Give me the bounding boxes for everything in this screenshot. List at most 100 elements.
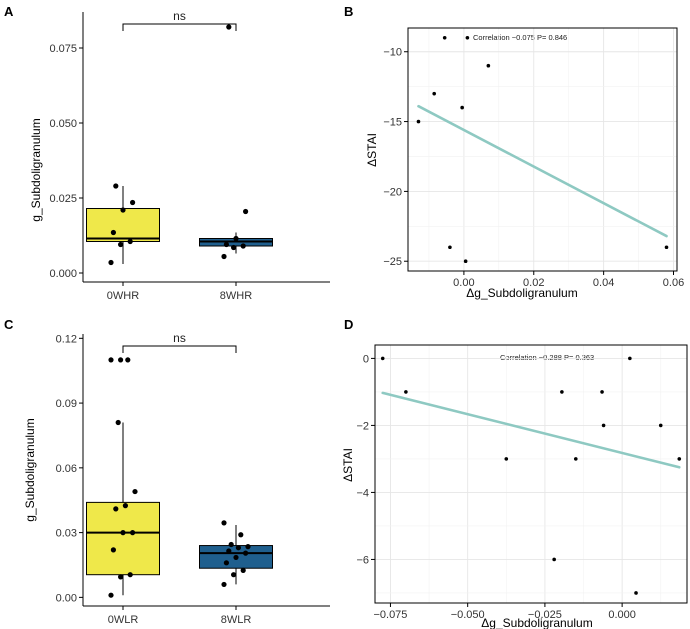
plot-frame [374,344,688,604]
data-point [601,423,606,428]
data-point [380,356,385,361]
x-tick-label: 0.06 [663,277,684,289]
x-tick-label: 8WLR [221,614,252,626]
data-point [127,572,133,578]
data-point [628,356,632,361]
data-point [238,532,244,538]
y-tick-label: 0.03 [56,528,77,540]
y-tick-label: 0.050 [49,118,77,130]
x-tick-label: 0.04 [593,277,614,289]
y-tick-label: −25 [383,256,402,268]
y-tick-label: 0.06 [56,463,77,475]
panel-b: B ΔSTAI Δg_Subdoligranulum Correlation −… [344,4,684,300]
data-point [664,245,669,250]
y-tick-label: 0.00 [56,592,77,604]
data-point [442,35,447,40]
data-point [240,567,246,573]
y-tick-label: 0.025 [49,193,77,205]
x-tick-label: 0.02 [523,277,544,289]
data-point [600,390,604,394]
y-tick-label: 0.000 [49,268,77,280]
data-point [460,105,464,110]
data-point [243,550,249,556]
x-tick-label: 0WHR [107,290,139,302]
data-point [118,574,124,580]
data-point [120,207,126,213]
x-tick-label: 8WHR [220,290,252,302]
y-tick-label: −2 [356,420,369,432]
data-point [233,235,239,242]
data-point [504,457,509,461]
significance-bracket [122,23,237,31]
panel-c-label: C [4,317,14,332]
y-tick-label: −20 [383,186,402,198]
data-point [240,243,246,249]
box-0WLR [86,501,160,576]
data-point [120,530,126,536]
y-tick-label: −6 [356,554,369,566]
data-point [404,390,408,394]
panel-b-plot: 0.00 0.02 0.04 0.06 −10 −15 −20 −25 [383,27,684,289]
data-point [231,572,237,578]
data-point [432,91,437,96]
panel-d-plot: −0.075 −0.050 −0.025 0.000 0 −2 −4 −6 [356,344,688,621]
data-point [221,581,227,588]
data-point [118,357,124,363]
panel-a: A g_Subdoligranulum 0.000 0.025 0.050 0.075… [4,4,330,302]
data-point [113,183,119,189]
x-tick-label: −0.075 [373,609,407,621]
data-point [677,457,682,461]
regression-line [417,104,668,238]
data-point [132,488,138,495]
data-point [108,592,114,598]
x-tick-label: −0.025 [528,609,562,621]
data-point [125,357,131,363]
data-point [573,457,578,461]
significance-label: ns [173,331,186,345]
data-point [634,591,638,595]
data-point [110,547,116,553]
data-point [108,259,114,266]
data-point [465,35,470,40]
box-0WHR [86,208,160,242]
data-point [223,241,229,248]
data-point [233,554,239,561]
data-point [122,503,128,509]
x-tick-label: −0.050 [451,609,485,621]
data-point [416,119,421,124]
x-tick-label: 0.000 [608,609,636,621]
data-point [231,244,237,251]
plot-frame [407,27,678,272]
panel-c-ylabel: g_Subdoligranulum [23,418,37,521]
panel-d-ylabel: ΔSTAI [341,448,355,482]
data-point [118,241,124,248]
panel-b-xlabel: Δg_Subdoligranulum [466,286,577,300]
data-point [560,390,564,394]
data-point [130,530,136,536]
panel-c: C g_Subdoligranulum 0.00 0.03 0.06 0.09 0.12… [4,317,330,626]
data-point [448,245,452,250]
data-point [221,253,227,260]
y-tick-label: −4 [356,487,369,499]
panel-a-label: A [4,4,14,19]
data-point [223,560,229,566]
data-point [221,520,227,526]
panel-a-plot: 0.000 0.025 0.050 0.075 0WHR 8WHR ns [49,9,330,302]
data-point [110,229,116,236]
data-point [658,423,663,428]
data-point [108,357,114,363]
data-point [486,63,491,68]
data-point [552,557,556,562]
y-tick-label: 0.12 [56,333,77,345]
y-tick-label: −15 [383,117,402,129]
data-point [245,544,251,550]
data-point [113,506,119,512]
data-point [226,548,232,554]
y-tick-label: 0.075 [49,43,77,55]
data-point [243,208,249,215]
x-tick-label: 0.00 [453,277,474,289]
x-tick-label: 0WLR [108,614,139,626]
regression-line [381,391,681,469]
significance-bracket [122,345,237,353]
